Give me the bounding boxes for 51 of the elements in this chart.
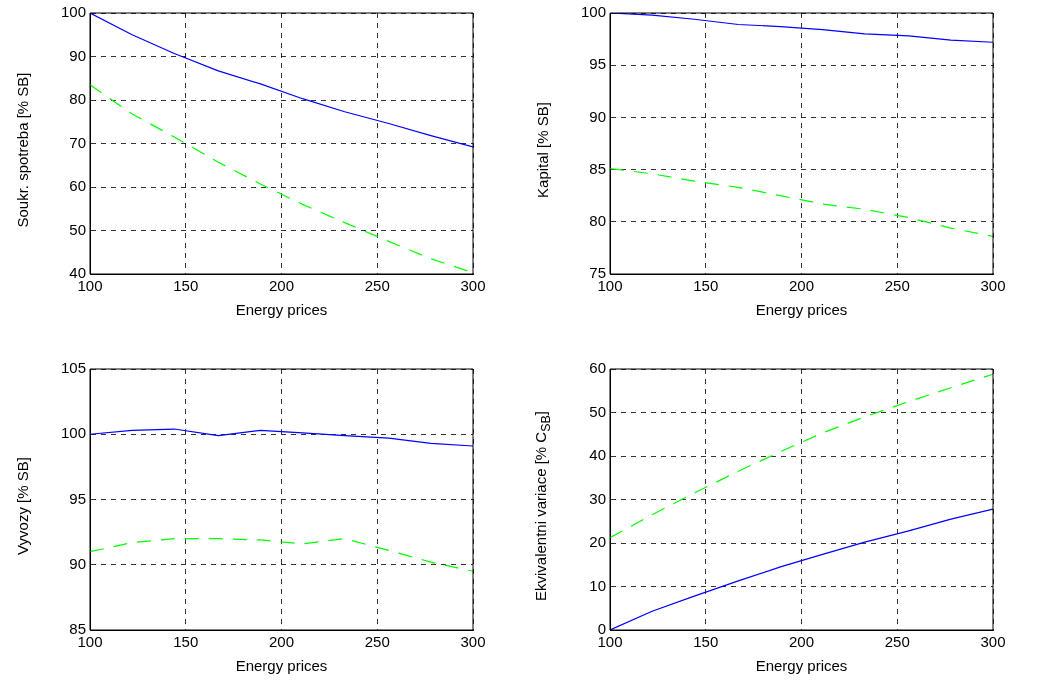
y-tick-label: 100 — [580, 3, 606, 21]
y-tick-label: 80 — [589, 211, 606, 229]
y-tick-label: 100 — [60, 3, 86, 21]
x-tick-label: 150 — [173, 633, 199, 651]
y-tick-label: 90 — [589, 107, 606, 125]
y-tick-label: 50 — [589, 402, 606, 420]
y-tick-label: 90 — [69, 554, 86, 572]
y-tick-label: 60 — [589, 359, 606, 377]
y-tick-label: 50 — [69, 220, 86, 238]
x-tick-label: 250 — [884, 277, 910, 295]
y-tick-label: 95 — [589, 55, 606, 73]
x-tick-label: 200 — [268, 277, 295, 295]
x-tick-label: 250 — [364, 277, 390, 295]
x-tick-label: 150 — [693, 277, 719, 295]
y-axis-title: Soukr. spotreba [% SB] — [13, 72, 31, 228]
y-tick-label: 30 — [589, 489, 606, 507]
y-tick-label: 100 — [60, 424, 86, 442]
x-tick-label: 300 — [980, 633, 1006, 651]
y-axis-title: Kapital [% SB] — [533, 102, 551, 198]
x-axis-title: Energy prices — [755, 657, 848, 675]
line-series — [90, 538, 473, 572]
y-tick-label: 85 — [589, 159, 606, 177]
line-series — [610, 373, 993, 539]
y-tick-label: 10 — [589, 576, 606, 594]
y-tick-label: 70 — [69, 133, 86, 151]
x-tick-label: 250 — [364, 633, 390, 651]
y-tick-label: 85 — [69, 620, 86, 638]
x-tick-label: 150 — [173, 277, 199, 295]
x-tick-label: 200 — [788, 633, 815, 651]
y-axis-title: Vyvozy [% SB] — [13, 457, 31, 555]
x-axis-title: Energy prices — [235, 301, 328, 319]
x-tick-label: 300 — [980, 277, 1006, 295]
x-tick-label: 250 — [884, 633, 910, 651]
y-tick-label: 20 — [589, 533, 606, 551]
y-tick-label: 80 — [69, 90, 86, 108]
x-axis-title: Energy prices — [235, 657, 328, 675]
y-tick-label: 105 — [60, 359, 86, 377]
x-axis-title: Energy prices — [755, 301, 848, 319]
x-tick-label: 150 — [693, 633, 719, 651]
x-tick-label: 200 — [788, 277, 815, 295]
y-tick-label: 75 — [589, 264, 606, 282]
y-tick-label: 95 — [69, 489, 86, 507]
y-tick-label: 40 — [69, 264, 86, 282]
x-tick-label: 300 — [460, 277, 486, 295]
x-tick-label: 300 — [460, 633, 486, 651]
y-tick-label: 0 — [597, 620, 606, 638]
y-tick-label: 90 — [69, 46, 86, 64]
x-tick-label: 200 — [268, 633, 295, 651]
y-tick-label: 40 — [589, 446, 606, 464]
line-series — [610, 167, 993, 238]
y-tick-label: 60 — [69, 177, 86, 195]
